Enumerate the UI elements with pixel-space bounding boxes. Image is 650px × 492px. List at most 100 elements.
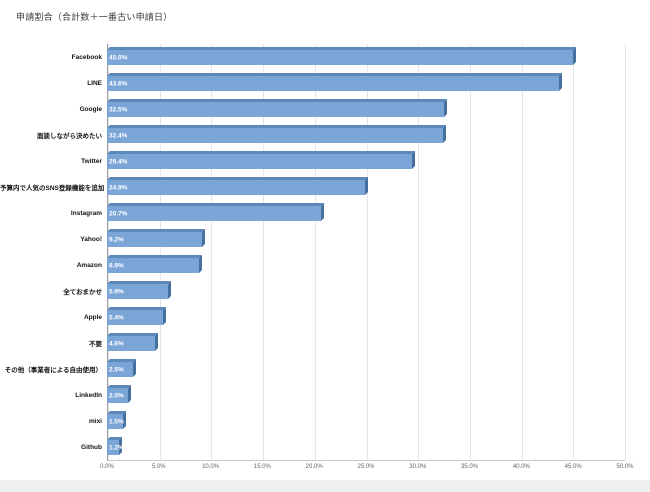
bar-track: 8.9% (107, 252, 625, 278)
bar-row: Twitter 29.4% (0, 148, 650, 174)
gridline (159, 44, 161, 460)
bar-row: その他（事業者による自由使用） 2.5% (0, 356, 650, 382)
category-label: 面談しながら決めたい (37, 133, 102, 140)
gridline (573, 44, 575, 460)
bar-chart: Facebook 45.0% LINE 43.6% Google 32.5% 面談しながら決… (0, 44, 650, 474)
bar-row: 全ておまかせ 5.9% (0, 278, 650, 304)
category-label: Instagram (70, 209, 102, 217)
gridline (521, 44, 523, 460)
x-axis: 0.0% 5.0% 10.0% 15.0% 20.0% 25.0% 30.0% 35.0% 40… (100, 462, 633, 474)
bar[interactable]: 20.7% (107, 206, 322, 221)
x-tick-label: 30.0% (409, 464, 427, 470)
value-label: 2.5% (109, 366, 124, 373)
x-tick-label: 0.0% (100, 464, 114, 470)
bar[interactable]: 45.0% (107, 50, 574, 65)
gridline (263, 44, 265, 460)
gridline (418, 44, 420, 460)
value-label: 45.0% (109, 54, 128, 61)
bar[interactable]: 32.4% (107, 128, 443, 143)
gridline (469, 44, 471, 460)
category-label: 不要 (89, 341, 102, 348)
bar-row: mixi 1.5% (0, 408, 650, 434)
value-label: 5.9% (109, 288, 124, 295)
value-label: 1.5% (109, 418, 124, 425)
value-label: 32.5% (109, 106, 128, 113)
bar[interactable]: 5.4% (107, 310, 163, 325)
x-tick-label: 35.0% (461, 464, 479, 470)
category-label: Facebook (71, 53, 102, 61)
bar-track: 2.5% (107, 356, 625, 382)
bar[interactable]: 5.9% (107, 284, 169, 299)
x-tick-label: 5.0% (151, 464, 166, 470)
value-label: 43.6% (109, 80, 128, 87)
category-label: mixi (88, 417, 102, 425)
x-tick-label: 20.0% (305, 464, 323, 470)
category-label: 予算内で人気のSNS登録機能を追加 (0, 185, 105, 192)
bar-row: Facebook 45.0% (0, 44, 650, 70)
gridline (211, 44, 213, 460)
gridline (625, 44, 626, 460)
bar-row: 不要 4.6% (0, 330, 650, 356)
gridlines (107, 44, 626, 461)
chart-title: 申請割合（合計数＋一番古い申請日） (16, 12, 173, 22)
chart-canvas: 申請割合（合計数＋一番古い申請日） Facebook 45.0% LINE 43.6%… (0, 0, 650, 481)
bar-track: 32.5% (107, 96, 625, 122)
category-label: LINE (87, 79, 102, 87)
bar-track: 5.9% (107, 278, 625, 304)
value-label: 32.4% (109, 132, 128, 139)
category-label: その他（事業者による自由使用） (4, 367, 102, 374)
bar-track: 5.4% (107, 304, 625, 330)
bar-track: 4.6% (107, 330, 625, 356)
bar[interactable]: 4.6% (107, 336, 155, 351)
bar-row: Yahoo! 9.2% (0, 226, 650, 252)
bar-track: 9.2% (107, 226, 625, 252)
gridline (314, 44, 316, 460)
category-label: Amazon (76, 261, 102, 269)
bar-track: 45.0% (107, 44, 625, 70)
bar[interactable]: 1.5% (107, 414, 124, 429)
bar[interactable]: 24.9% (107, 180, 365, 195)
x-tick-label: 45.0% (564, 464, 582, 470)
bar[interactable]: 2.0% (107, 388, 128, 403)
bar[interactable]: 32.5% (107, 102, 444, 117)
x-tick-label: 15.0% (253, 464, 271, 470)
value-label: 4.6% (109, 340, 124, 347)
bar-row: 面談しながら決めたい 32.4% (0, 122, 650, 148)
bar[interactable]: 9.2% (107, 232, 203, 247)
category-label: Twitter (81, 157, 102, 165)
bar[interactable]: 1.2% (107, 440, 124, 455)
value-label: 5.4% (109, 314, 124, 321)
value-label: 9.2% (109, 236, 124, 243)
bar-rows: Facebook 45.0% LINE 43.6% Google 32.5% 面談しながら決… (0, 44, 650, 460)
value-label: 24.9% (109, 184, 128, 191)
value-label: 1.2% (109, 444, 124, 451)
bar[interactable]: 43.6% (107, 76, 559, 91)
value-label: 8.9% (109, 262, 124, 269)
category-label: LinkedIn (75, 391, 102, 399)
bar-row: Instagram 20.7% (0, 200, 650, 226)
bar-track: 20.7% (107, 200, 625, 226)
bar-track: 29.4% (107, 148, 625, 174)
gridline (108, 44, 109, 460)
bar-track: 43.6% (107, 70, 625, 96)
bar-track: 32.4% (107, 122, 625, 148)
bar-row: LINE 43.6% (0, 70, 650, 96)
category-label: Github (81, 443, 102, 451)
value-label: 29.4% (109, 158, 128, 165)
x-tick-label: 40.0% (512, 464, 530, 470)
bar[interactable]: 2.5% (107, 362, 133, 377)
value-label: 2.0% (109, 392, 124, 399)
bar[interactable]: 29.4% (107, 154, 412, 169)
bar-row: Github 1.2% (0, 434, 650, 460)
gridline (366, 44, 368, 460)
value-label: 20.7% (109, 210, 128, 217)
bar-row: 予算内で人気のSNS登録機能を追加 24.9% (0, 174, 650, 200)
bar-track: 2.0% (107, 382, 625, 408)
bar-row: Apple 5.4% (0, 304, 650, 330)
bar[interactable]: 8.9% (107, 258, 200, 273)
bar-track: 1.5% (107, 408, 625, 434)
category-label: Apple (83, 313, 102, 321)
x-tick-label: 25.0% (357, 464, 375, 470)
x-tick-label: 10.0% (202, 464, 220, 470)
bar-row: Google 32.5% (0, 96, 650, 122)
